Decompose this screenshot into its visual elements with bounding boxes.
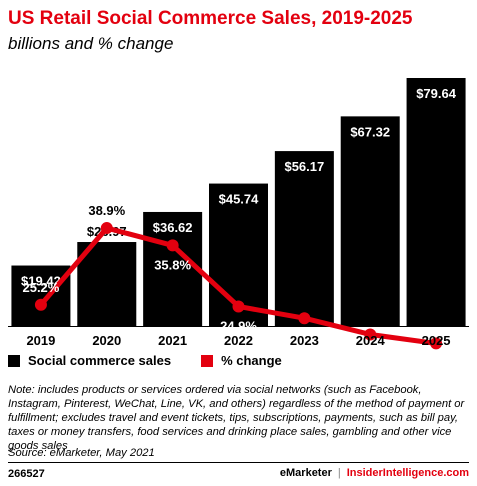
bar-label-2019: $19.42 — [21, 274, 61, 289]
chart-subtitle: billions and % change — [8, 34, 174, 53]
chart-note: Note: includes products or services orde… — [8, 384, 465, 452]
bar-label-2025: $79.64 — [416, 86, 457, 101]
x-tick-2022: 2022 — [224, 333, 253, 348]
x-tick-2024: 2024 — [356, 333, 386, 348]
change-label-2024: 19.9% — [352, 346, 389, 350]
change-point-2022 — [232, 300, 245, 313]
change-point-2019 — [34, 298, 47, 311]
change-point-2020 — [100, 222, 113, 235]
bar-2021 — [143, 211, 203, 326]
bar-2023 — [274, 151, 334, 326]
brand-separator: | — [337, 467, 341, 479]
bar-label-2024: $67.32 — [350, 124, 390, 139]
legend-swatch-sales — [8, 354, 20, 367]
change-point-2025 — [430, 337, 443, 350]
change-label-2020: 38.9% — [88, 203, 125, 218]
legend-item-change: % change — [201, 353, 282, 368]
bar-2019 — [11, 265, 71, 326]
chart-plot: $19.42$26.97$36.62$45.74$56.17$67.32$79.… — [8, 78, 469, 350]
change-point-2023 — [298, 312, 311, 325]
change-label-2023: 22.8% — [286, 330, 323, 345]
x-tick-2020: 2020 — [92, 333, 121, 348]
chart-legend: Social commerce sales % change — [8, 353, 312, 368]
bar-label-2023: $56.17 — [284, 159, 324, 174]
bar-2024 — [340, 116, 400, 326]
x-tick-2019: 2019 — [26, 333, 55, 348]
footer-brand: eMarketer | InsiderIntelligence.com — [280, 467, 469, 479]
bar-2020 — [77, 242, 137, 326]
brand-emarketer: eMarketer — [279, 467, 332, 479]
x-tick-2021: 2021 — [158, 333, 187, 348]
brand-insiderintelligence: InsiderIntelligence.com — [346, 467, 469, 479]
legend-label-change: % change — [221, 353, 282, 368]
change-label-2019: 25.2% — [22, 280, 59, 295]
chart-title: US Retail Social Commerce Sales, 2019-20… — [8, 8, 413, 29]
chart-source: Source: eMarketer, May 2021 — [8, 447, 155, 459]
legend-item-sales: Social commerce sales — [8, 353, 171, 368]
change-label-2021: 35.8% — [154, 257, 191, 272]
x-tick-2023: 2023 — [290, 333, 319, 348]
change-point-2024 — [364, 328, 377, 341]
change-point-2021 — [166, 239, 179, 252]
bar-label-2021: $36.62 — [153, 220, 193, 235]
footer-divider — [8, 462, 469, 463]
legend-swatch-change — [201, 354, 214, 367]
change-label-2022: 24.9% — [220, 318, 257, 333]
x-tick-2025: 2025 — [422, 333, 451, 348]
bar-2025 — [406, 78, 466, 326]
chart-id: 266527 — [8, 468, 45, 480]
legend-label-sales: Social commerce sales — [28, 353, 172, 368]
bar-label-2022: $45.74 — [219, 192, 260, 207]
